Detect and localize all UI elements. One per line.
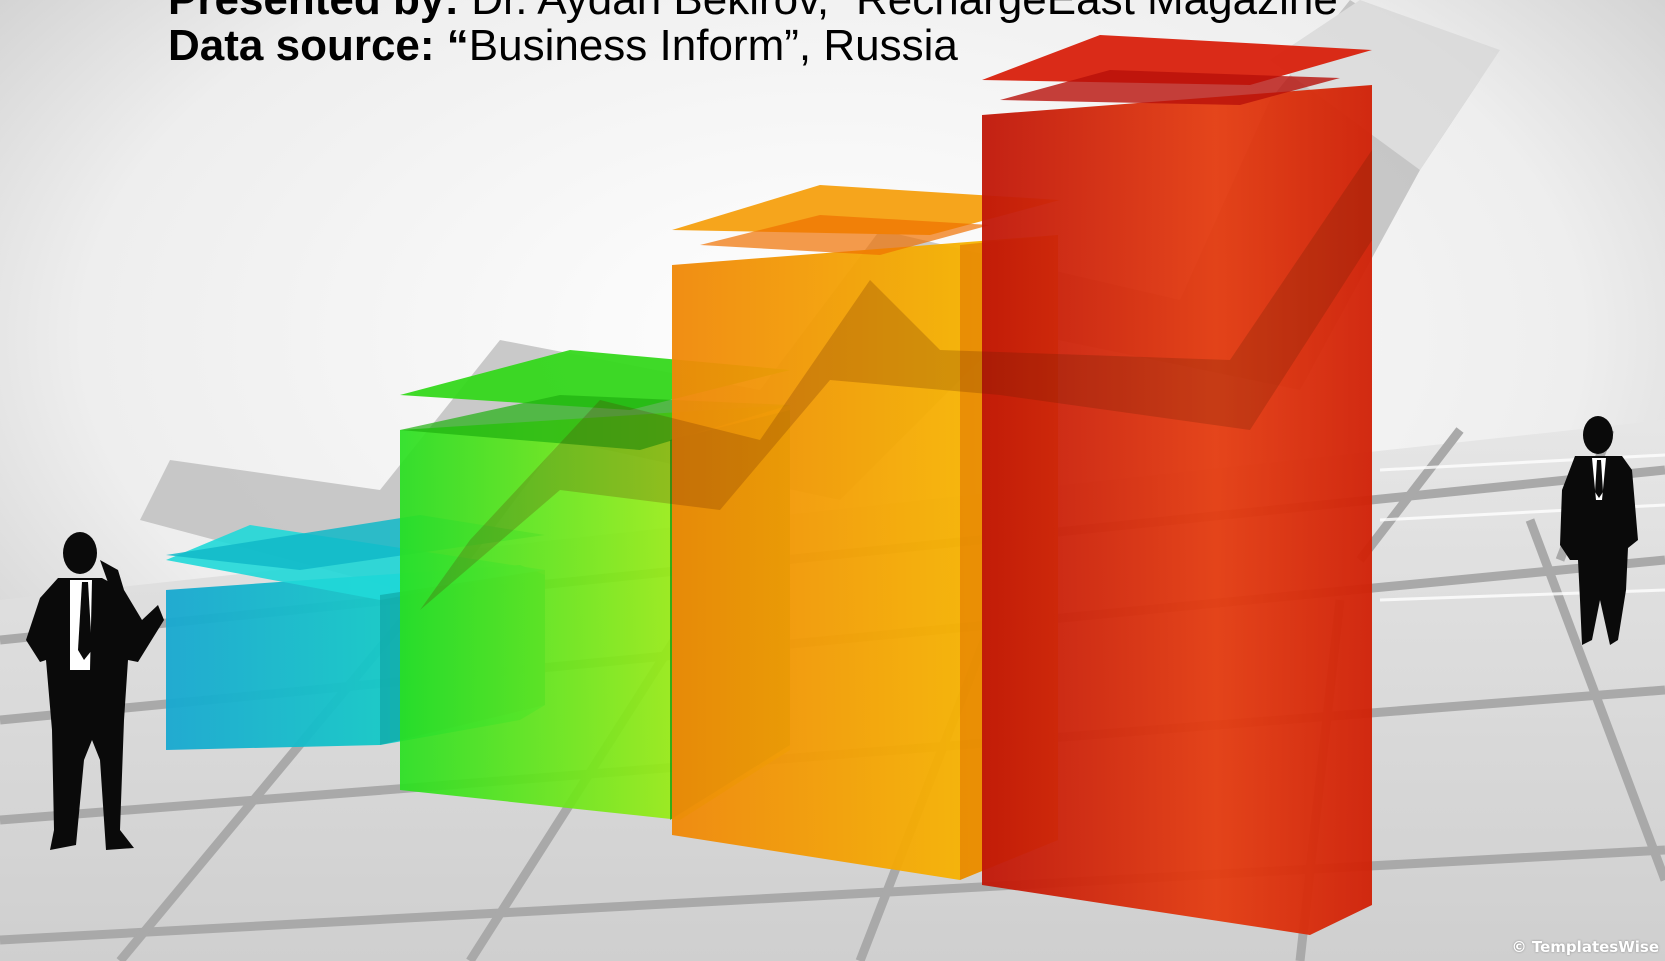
bar-red [982, 35, 1372, 935]
trend-shadow [420, 150, 1372, 610]
data-source-line: Data source: “Business Inform”, Russia [168, 20, 958, 72]
businessman-walking-icon [1560, 416, 1638, 645]
source-value: Business Inform”, Russia [468, 21, 958, 70]
presenter-label: Presented by: [168, 0, 459, 24]
presenter-value: Dr. Aydan Bekirov, “RechargeEast Magazin… [459, 0, 1338, 24]
watermark: © TemplatesWise [1511, 938, 1659, 956]
businessman-phone-icon [26, 532, 164, 850]
presenter-line: Presented by: Dr. Aydan Bekirov, “Rechar… [168, 0, 1338, 26]
source-label: Data source: “ [168, 21, 469, 70]
